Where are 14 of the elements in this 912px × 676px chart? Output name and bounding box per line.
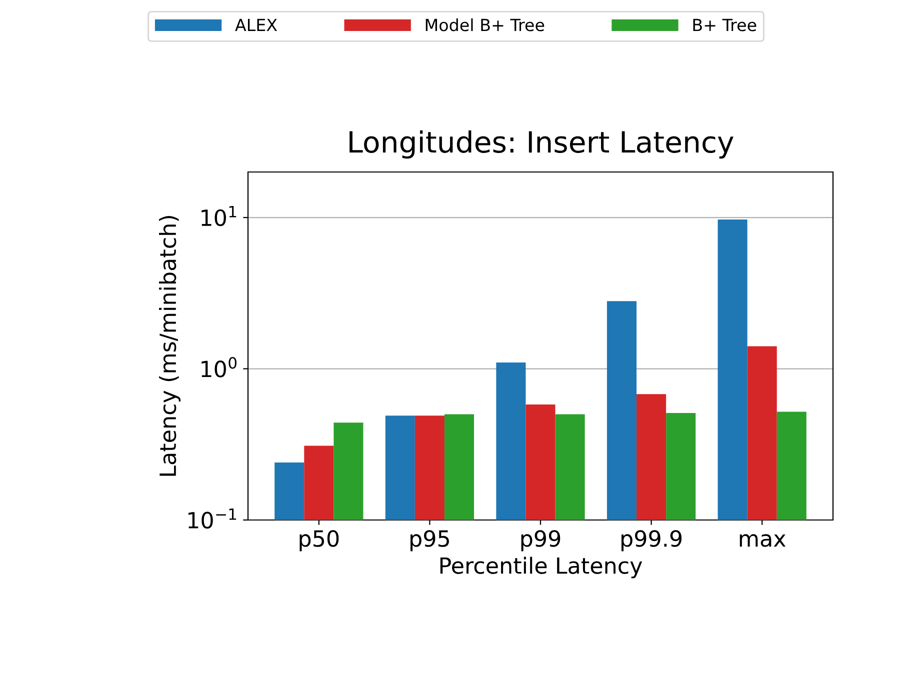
x-tick-label: p50	[300, 530, 339, 552]
chart-title: Longitudes: Insert Latency	[350, 130, 734, 159]
x-tick-label: p95	[410, 530, 449, 552]
x-tick-label: p99.9	[622, 530, 682, 552]
legend-label: Model B+ Tree	[426, 18, 544, 32]
y-axis-title: Latency (ms/minibatch)	[158, 216, 180, 476]
x-axis-title: Percentile Latency	[440, 556, 642, 578]
x-tick-label: max	[740, 534, 786, 547]
legend-label: B+ Tree	[693, 18, 756, 32]
x-tick-label: p99	[521, 530, 560, 552]
y-tick-label: 10$^{1}$	[202, 206, 236, 226]
y-tick-label: 10$^{0}$	[202, 356, 237, 378]
y-tick-label: 10$^{−1}$	[188, 508, 236, 529]
legend-label: ALEX	[235, 18, 278, 32]
